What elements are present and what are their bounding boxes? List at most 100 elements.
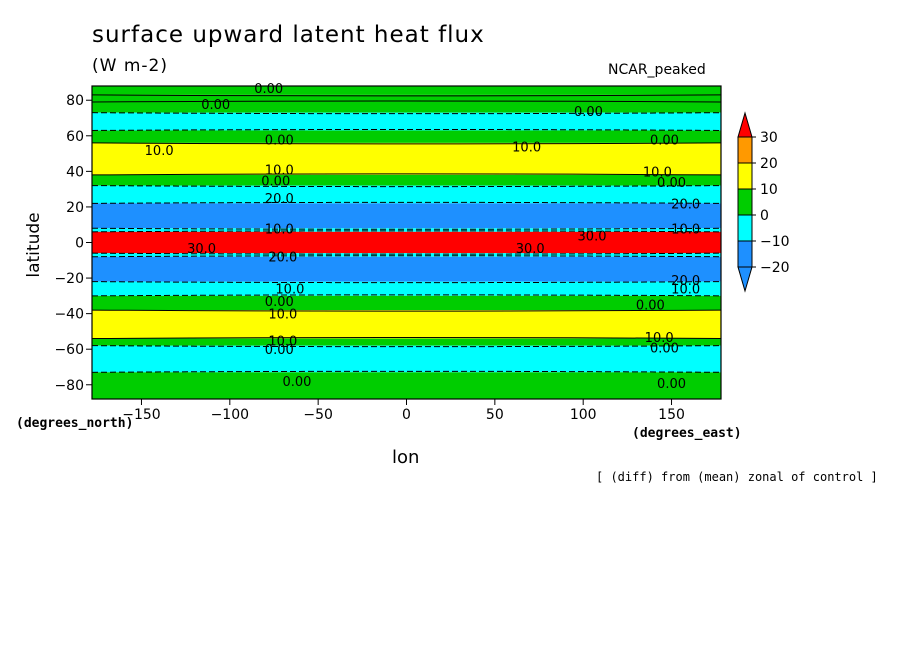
contour-line-15 bbox=[91, 309, 722, 312]
contour-band-3 bbox=[92, 112, 721, 131]
y-tick-label-2: 40 bbox=[66, 164, 84, 180]
contour-label-3: 0.00 bbox=[265, 133, 294, 148]
contour-label-20: 10.0 bbox=[275, 283, 304, 298]
contour-label-15: 30.0 bbox=[187, 242, 216, 257]
contour-label-0: 0.00 bbox=[254, 82, 283, 97]
contour-label-24: 10.0 bbox=[268, 308, 297, 323]
contour-label-21: 10.0 bbox=[671, 283, 700, 298]
colorbar-tick-label-5: −20 bbox=[760, 260, 790, 276]
contour-line-4 bbox=[91, 128, 722, 131]
colorbar-top-arrow bbox=[737, 111, 753, 138]
x-tick-label-0: −150 bbox=[122, 407, 160, 423]
contour-band-7 bbox=[92, 185, 721, 204]
contour-label-9: 0.00 bbox=[261, 174, 290, 189]
contour-band-8 bbox=[92, 203, 721, 229]
contour-label-30: 0.00 bbox=[657, 377, 686, 392]
contour-label-5: 10.0 bbox=[145, 144, 174, 159]
x-tick-label-1: −100 bbox=[211, 407, 249, 423]
contour-label-14: 10.0 bbox=[671, 222, 700, 237]
x-tick-label-2: −50 bbox=[303, 407, 333, 423]
contour-label-28: 0.00 bbox=[650, 341, 679, 356]
contour-label-4: 0.00 bbox=[650, 133, 679, 148]
contour-label-7: 10.0 bbox=[265, 164, 294, 179]
contour-label-25: 10.0 bbox=[645, 331, 674, 346]
contour-line-14 bbox=[91, 294, 722, 297]
x-axis-label: lon bbox=[392, 447, 420, 468]
colorbar-tick-label-1: 20 bbox=[760, 156, 778, 172]
x-axis-units: (degrees_east) bbox=[632, 426, 742, 441]
contour-label-16: 30.0 bbox=[516, 242, 545, 257]
contour-line-11 bbox=[91, 252, 722, 255]
contour-line-9 bbox=[91, 227, 722, 230]
colorbar-segment-3 bbox=[737, 214, 753, 242]
y-tick-label-8: −80 bbox=[54, 378, 84, 394]
contour-band-9 bbox=[92, 228, 721, 232]
contour-line-13 bbox=[91, 281, 722, 284]
x-tick-label-3: 0 bbox=[402, 407, 411, 423]
contour-band-2 bbox=[92, 102, 721, 113]
contour-band-5 bbox=[92, 142, 721, 175]
contour-line-6 bbox=[91, 173, 722, 176]
contour-band-13 bbox=[92, 281, 721, 296]
y-tick-label-5: −20 bbox=[54, 271, 84, 287]
contour-band-14 bbox=[92, 295, 721, 311]
y-tick-label-7: −60 bbox=[54, 342, 84, 358]
contour-line-7 bbox=[91, 185, 722, 188]
chart-title: surface upward latent heat flux bbox=[92, 22, 485, 48]
colorbar-tick-label-3: 0 bbox=[760, 208, 769, 224]
contour-label-23: 0.00 bbox=[636, 299, 665, 314]
colorbar-segment-2 bbox=[737, 188, 753, 216]
contour-label-13: 10.0 bbox=[265, 222, 294, 237]
contour-band-6 bbox=[92, 174, 721, 186]
diff-note: [ (diff) from (mean) zonal of control ] bbox=[596, 470, 878, 484]
colorbar-tick-label-4: −10 bbox=[760, 234, 790, 250]
contour-line-5 bbox=[91, 142, 722, 145]
y-tick-label-3: 20 bbox=[66, 200, 84, 216]
chart-units: (W m-2) bbox=[92, 56, 168, 76]
contour-line-8 bbox=[91, 201, 722, 204]
contour-band-17 bbox=[92, 345, 721, 373]
contour-line-2 bbox=[91, 100, 722, 103]
contour-line-12 bbox=[91, 255, 722, 258]
contour-line-1 bbox=[91, 94, 722, 97]
contour-line-16 bbox=[91, 337, 722, 340]
contour-label-12: 20.0 bbox=[671, 197, 700, 212]
contour-band-11 bbox=[92, 253, 721, 257]
contour-label-17: 30.0 bbox=[578, 229, 607, 244]
contour-line-17 bbox=[91, 345, 722, 348]
contour-label-11: 20.0 bbox=[265, 192, 294, 207]
contour-band-12 bbox=[92, 256, 721, 282]
colorbar-segment-4 bbox=[737, 240, 753, 268]
x-tick-label-5: 100 bbox=[570, 407, 597, 423]
contour-line-18 bbox=[91, 370, 722, 373]
x-tick-label-4: 50 bbox=[486, 407, 504, 423]
colorbar-tick-label-0: 30 bbox=[760, 130, 778, 146]
y-axis-units: (degrees_north) bbox=[16, 416, 134, 431]
model-label: NCAR_peaked bbox=[608, 62, 706, 78]
contour-label-22: 0.00 bbox=[265, 295, 294, 310]
contour-band-16 bbox=[92, 338, 721, 346]
y-tick-label-1: 60 bbox=[66, 129, 84, 145]
contour-label-2: 0.00 bbox=[574, 105, 603, 120]
y-tick-label-0: 80 bbox=[66, 93, 84, 109]
contour-line-3 bbox=[91, 112, 722, 115]
contour-line-10 bbox=[91, 230, 722, 233]
x-tick-label-6: 150 bbox=[658, 407, 685, 423]
colorbar-segment-0 bbox=[737, 136, 753, 164]
contour-label-10: 0.00 bbox=[657, 176, 686, 191]
colorbar-bottom-arrow bbox=[737, 266, 753, 293]
contour-band-10 bbox=[92, 231, 721, 254]
contour-label-27: 0.00 bbox=[265, 343, 294, 358]
contour-band-4 bbox=[92, 130, 721, 143]
contour-band-0 bbox=[92, 86, 721, 95]
contour-band-15 bbox=[92, 310, 721, 339]
contour-label-1: 0.00 bbox=[201, 98, 230, 113]
contour-label-26: 10.0 bbox=[268, 334, 297, 349]
contour-label-19: 20.0 bbox=[671, 274, 700, 289]
contour-label-18: 20.0 bbox=[268, 251, 297, 266]
contour-label-6: 10.0 bbox=[512, 140, 541, 155]
contour-label-8: 10.0 bbox=[643, 165, 672, 180]
contour-band-1 bbox=[92, 94, 721, 103]
y-tick-label-6: −40 bbox=[54, 307, 84, 323]
